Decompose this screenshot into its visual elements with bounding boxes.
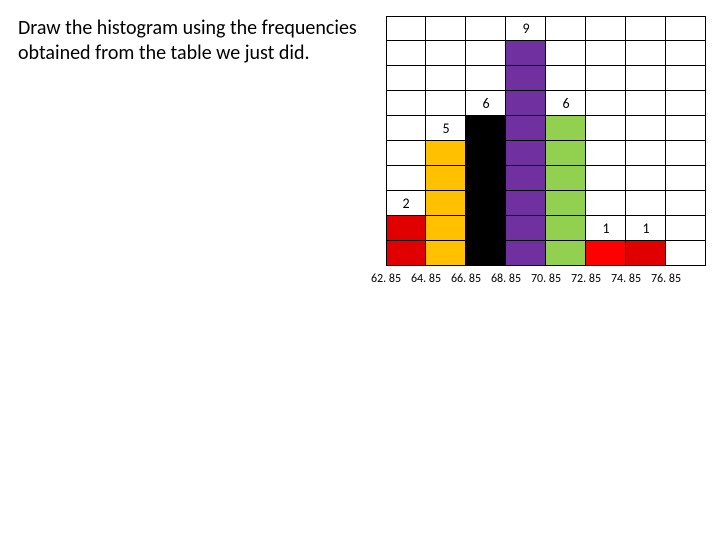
grid-cell <box>466 166 506 191</box>
grid-cell <box>546 16 586 41</box>
grid-cell <box>466 66 506 91</box>
grid-cell <box>586 91 626 116</box>
grid-cell <box>666 16 706 41</box>
histogram-grid: 2569611 <box>386 16 706 266</box>
grid-cell <box>386 66 426 91</box>
grid-cell <box>466 16 506 41</box>
grid-cell <box>626 141 666 166</box>
grid-cell <box>666 191 706 216</box>
grid-cell <box>666 91 706 116</box>
grid-cell <box>466 91 506 116</box>
grid-cell <box>426 241 466 266</box>
grid-cell <box>546 91 586 116</box>
grid-cell <box>586 116 626 141</box>
grid-cell <box>546 166 586 191</box>
grid-cell <box>386 191 426 216</box>
grid-cell <box>586 216 626 241</box>
grid-cell <box>546 241 586 266</box>
grid-cell <box>546 191 586 216</box>
grid-cell <box>586 166 626 191</box>
grid-cell <box>426 41 466 66</box>
grid-cell <box>666 216 706 241</box>
grid-cell <box>626 91 666 116</box>
x-axis-tick-label: 68. 85 <box>491 272 521 286</box>
grid-cell <box>626 166 666 191</box>
grid-cell <box>426 16 466 41</box>
x-axis-tick-label: 74. 85 <box>611 272 641 286</box>
instruction-text: Draw the histogram using the frequencies… <box>18 16 378 66</box>
x-axis-tick-label: 72. 85 <box>571 272 601 286</box>
grid-cell <box>506 141 546 166</box>
grid-cell <box>506 16 546 41</box>
grid-cell <box>546 141 586 166</box>
grid-cell <box>426 91 466 116</box>
grid-cell <box>626 116 666 141</box>
grid-cell <box>546 41 586 66</box>
grid-cell <box>386 166 426 191</box>
grid-cell <box>426 191 466 216</box>
grid-cell <box>426 66 466 91</box>
grid-cell <box>506 41 546 66</box>
grid-cell <box>386 16 426 41</box>
x-axis-labels: 62. 8564. 8566. 8568. 8570. 8572. 8574. … <box>386 272 706 292</box>
x-axis-tick-label: 76. 85 <box>651 272 681 286</box>
grid-cell <box>626 66 666 91</box>
grid-cell <box>586 241 626 266</box>
grid-cell <box>666 41 706 66</box>
grid-cell <box>626 241 666 266</box>
grid-cell <box>506 116 546 141</box>
grid-cell <box>466 241 506 266</box>
grid-cell <box>386 91 426 116</box>
grid-cell <box>506 241 546 266</box>
x-axis-tick-label: 70. 85 <box>531 272 561 286</box>
grid-cell <box>386 141 426 166</box>
grid-cell <box>386 216 426 241</box>
grid-cell <box>506 191 546 216</box>
grid-cell <box>626 216 666 241</box>
grid-cell <box>466 216 506 241</box>
grid-cell <box>426 141 466 166</box>
grid-cell <box>586 41 626 66</box>
grid-cell <box>626 16 666 41</box>
x-axis-tick-label: 62. 85 <box>371 272 401 286</box>
grid-cell <box>466 191 506 216</box>
grid-cell <box>506 66 546 91</box>
grid-cell <box>426 116 466 141</box>
grid-cell <box>626 191 666 216</box>
grid-cell <box>586 191 626 216</box>
grid-cell <box>586 141 626 166</box>
grid-cell <box>466 141 506 166</box>
grid-cell <box>466 41 506 66</box>
grid-cell <box>666 66 706 91</box>
grid-cell <box>386 241 426 266</box>
grid-cell <box>426 166 466 191</box>
grid-cell <box>546 116 586 141</box>
x-axis-tick-label: 66. 85 <box>451 272 481 286</box>
grid-cell <box>626 41 666 66</box>
histogram-chart: 2569611 62. 8564. 8566. 8568. 8570. 8572… <box>386 16 706 292</box>
grid-cell <box>586 66 626 91</box>
grid-cell <box>386 41 426 66</box>
grid-cell <box>426 216 466 241</box>
x-axis-tick-label: 64. 85 <box>411 272 441 286</box>
grid-cell <box>466 116 506 141</box>
grid-cell <box>506 166 546 191</box>
grid-cell <box>506 216 546 241</box>
grid-cell <box>506 91 546 116</box>
grid-cell <box>546 216 586 241</box>
grid-cell <box>546 66 586 91</box>
grid-cell <box>666 116 706 141</box>
grid-cell <box>666 166 706 191</box>
grid-cell <box>586 16 626 41</box>
grid-cell <box>666 141 706 166</box>
grid-cell <box>386 116 426 141</box>
grid-cell <box>666 241 706 266</box>
